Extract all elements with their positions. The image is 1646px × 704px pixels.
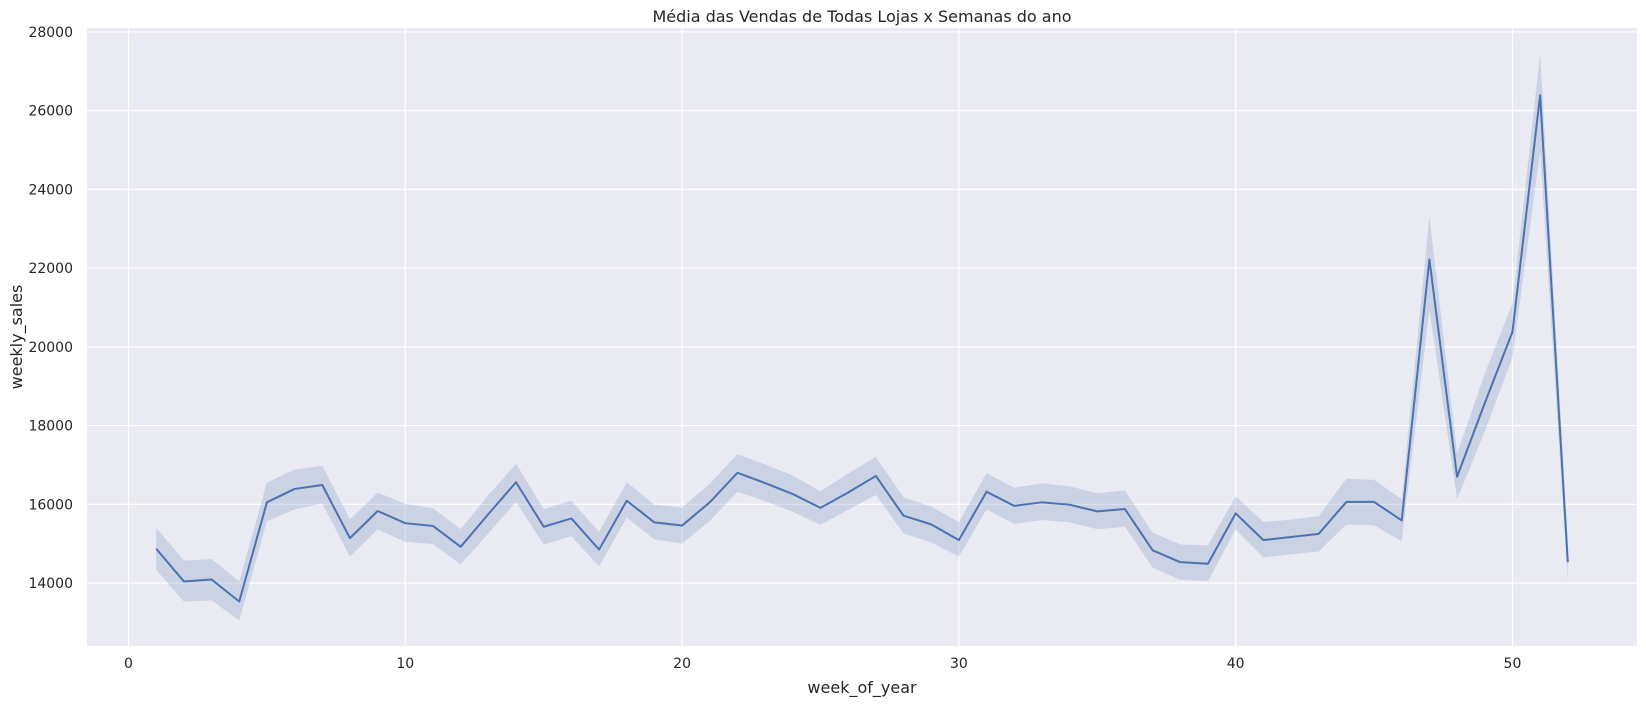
data-point xyxy=(431,524,434,527)
data-point xyxy=(210,578,213,581)
data-point xyxy=(1317,532,1320,535)
data-point xyxy=(348,537,351,540)
data-point xyxy=(681,524,684,527)
data-point xyxy=(1234,512,1237,515)
data-point xyxy=(625,499,628,502)
x-tick-label: 50 xyxy=(1504,656,1522,672)
data-point xyxy=(1539,94,1542,97)
data-point xyxy=(515,481,518,484)
y-tick-label: 22000 xyxy=(28,261,73,277)
chart-title: Média das Vendas de Todas Lojas x Semana… xyxy=(652,7,1071,26)
data-point xyxy=(1345,500,1348,503)
data-point xyxy=(542,525,545,528)
y-tick-label: 20000 xyxy=(28,340,73,356)
data-point xyxy=(1483,402,1486,405)
data-point xyxy=(1123,508,1126,511)
data-point xyxy=(847,491,850,494)
data-point xyxy=(487,513,490,516)
plot-background xyxy=(87,28,1637,646)
data-point xyxy=(155,547,158,550)
data-point xyxy=(598,548,601,551)
data-point xyxy=(985,490,988,493)
data-point xyxy=(1566,561,1569,564)
data-point xyxy=(459,545,462,548)
series-line xyxy=(155,94,1569,603)
data-point xyxy=(874,474,877,477)
data-point xyxy=(1400,519,1403,522)
confidence-band xyxy=(156,53,1568,621)
x-tick-label: 0 xyxy=(124,656,133,672)
data-point xyxy=(653,521,656,524)
data-point xyxy=(1013,504,1016,507)
data-point xyxy=(265,501,268,504)
data-point xyxy=(1428,258,1431,261)
data-point xyxy=(1040,501,1043,504)
data-point xyxy=(1290,535,1293,538)
y-tick-label: 24000 xyxy=(28,182,73,198)
data-point xyxy=(570,517,573,520)
x-tick-label: 40 xyxy=(1227,656,1245,672)
data-point xyxy=(1096,510,1099,513)
data-point xyxy=(1206,562,1209,565)
data-point xyxy=(376,509,379,512)
y-tick-label: 16000 xyxy=(28,497,73,513)
data-point xyxy=(293,487,296,490)
data-point xyxy=(182,580,185,583)
x-tick-label: 30 xyxy=(950,656,968,672)
data-point xyxy=(957,539,960,542)
data-point xyxy=(1511,330,1514,333)
data-point xyxy=(736,471,739,474)
y-tick-label: 14000 xyxy=(28,576,73,592)
x-tick-label: 20 xyxy=(673,656,691,672)
data-point xyxy=(1262,539,1265,542)
data-point xyxy=(1151,549,1154,552)
data-point xyxy=(764,482,767,485)
data-point xyxy=(791,493,794,496)
data-point xyxy=(238,600,241,603)
data-point xyxy=(321,484,324,487)
data-point xyxy=(708,501,711,504)
data-point xyxy=(1373,500,1376,503)
y-tick-labels: 14000 16000 18000 20000 22000 24000 26000 28000 xyxy=(28,25,73,592)
y-tick-label: 18000 xyxy=(28,419,73,435)
x-axis-label: week_of_year xyxy=(807,678,917,698)
data-point xyxy=(819,506,822,509)
x-tick-label: 10 xyxy=(396,656,414,672)
y-tick-label: 26000 xyxy=(28,104,73,120)
y-tick-label: 28000 xyxy=(28,25,73,41)
grid-lines xyxy=(87,28,1637,646)
y-axis-label: weekly_sales xyxy=(7,285,27,390)
data-point xyxy=(902,514,905,517)
data-point xyxy=(404,522,407,525)
data-point xyxy=(1179,561,1182,564)
data-point xyxy=(1068,503,1071,506)
x-tick-labels: 0 10 20 30 40 50 xyxy=(124,656,1521,672)
data-point xyxy=(1456,475,1459,478)
data-point xyxy=(930,523,933,526)
